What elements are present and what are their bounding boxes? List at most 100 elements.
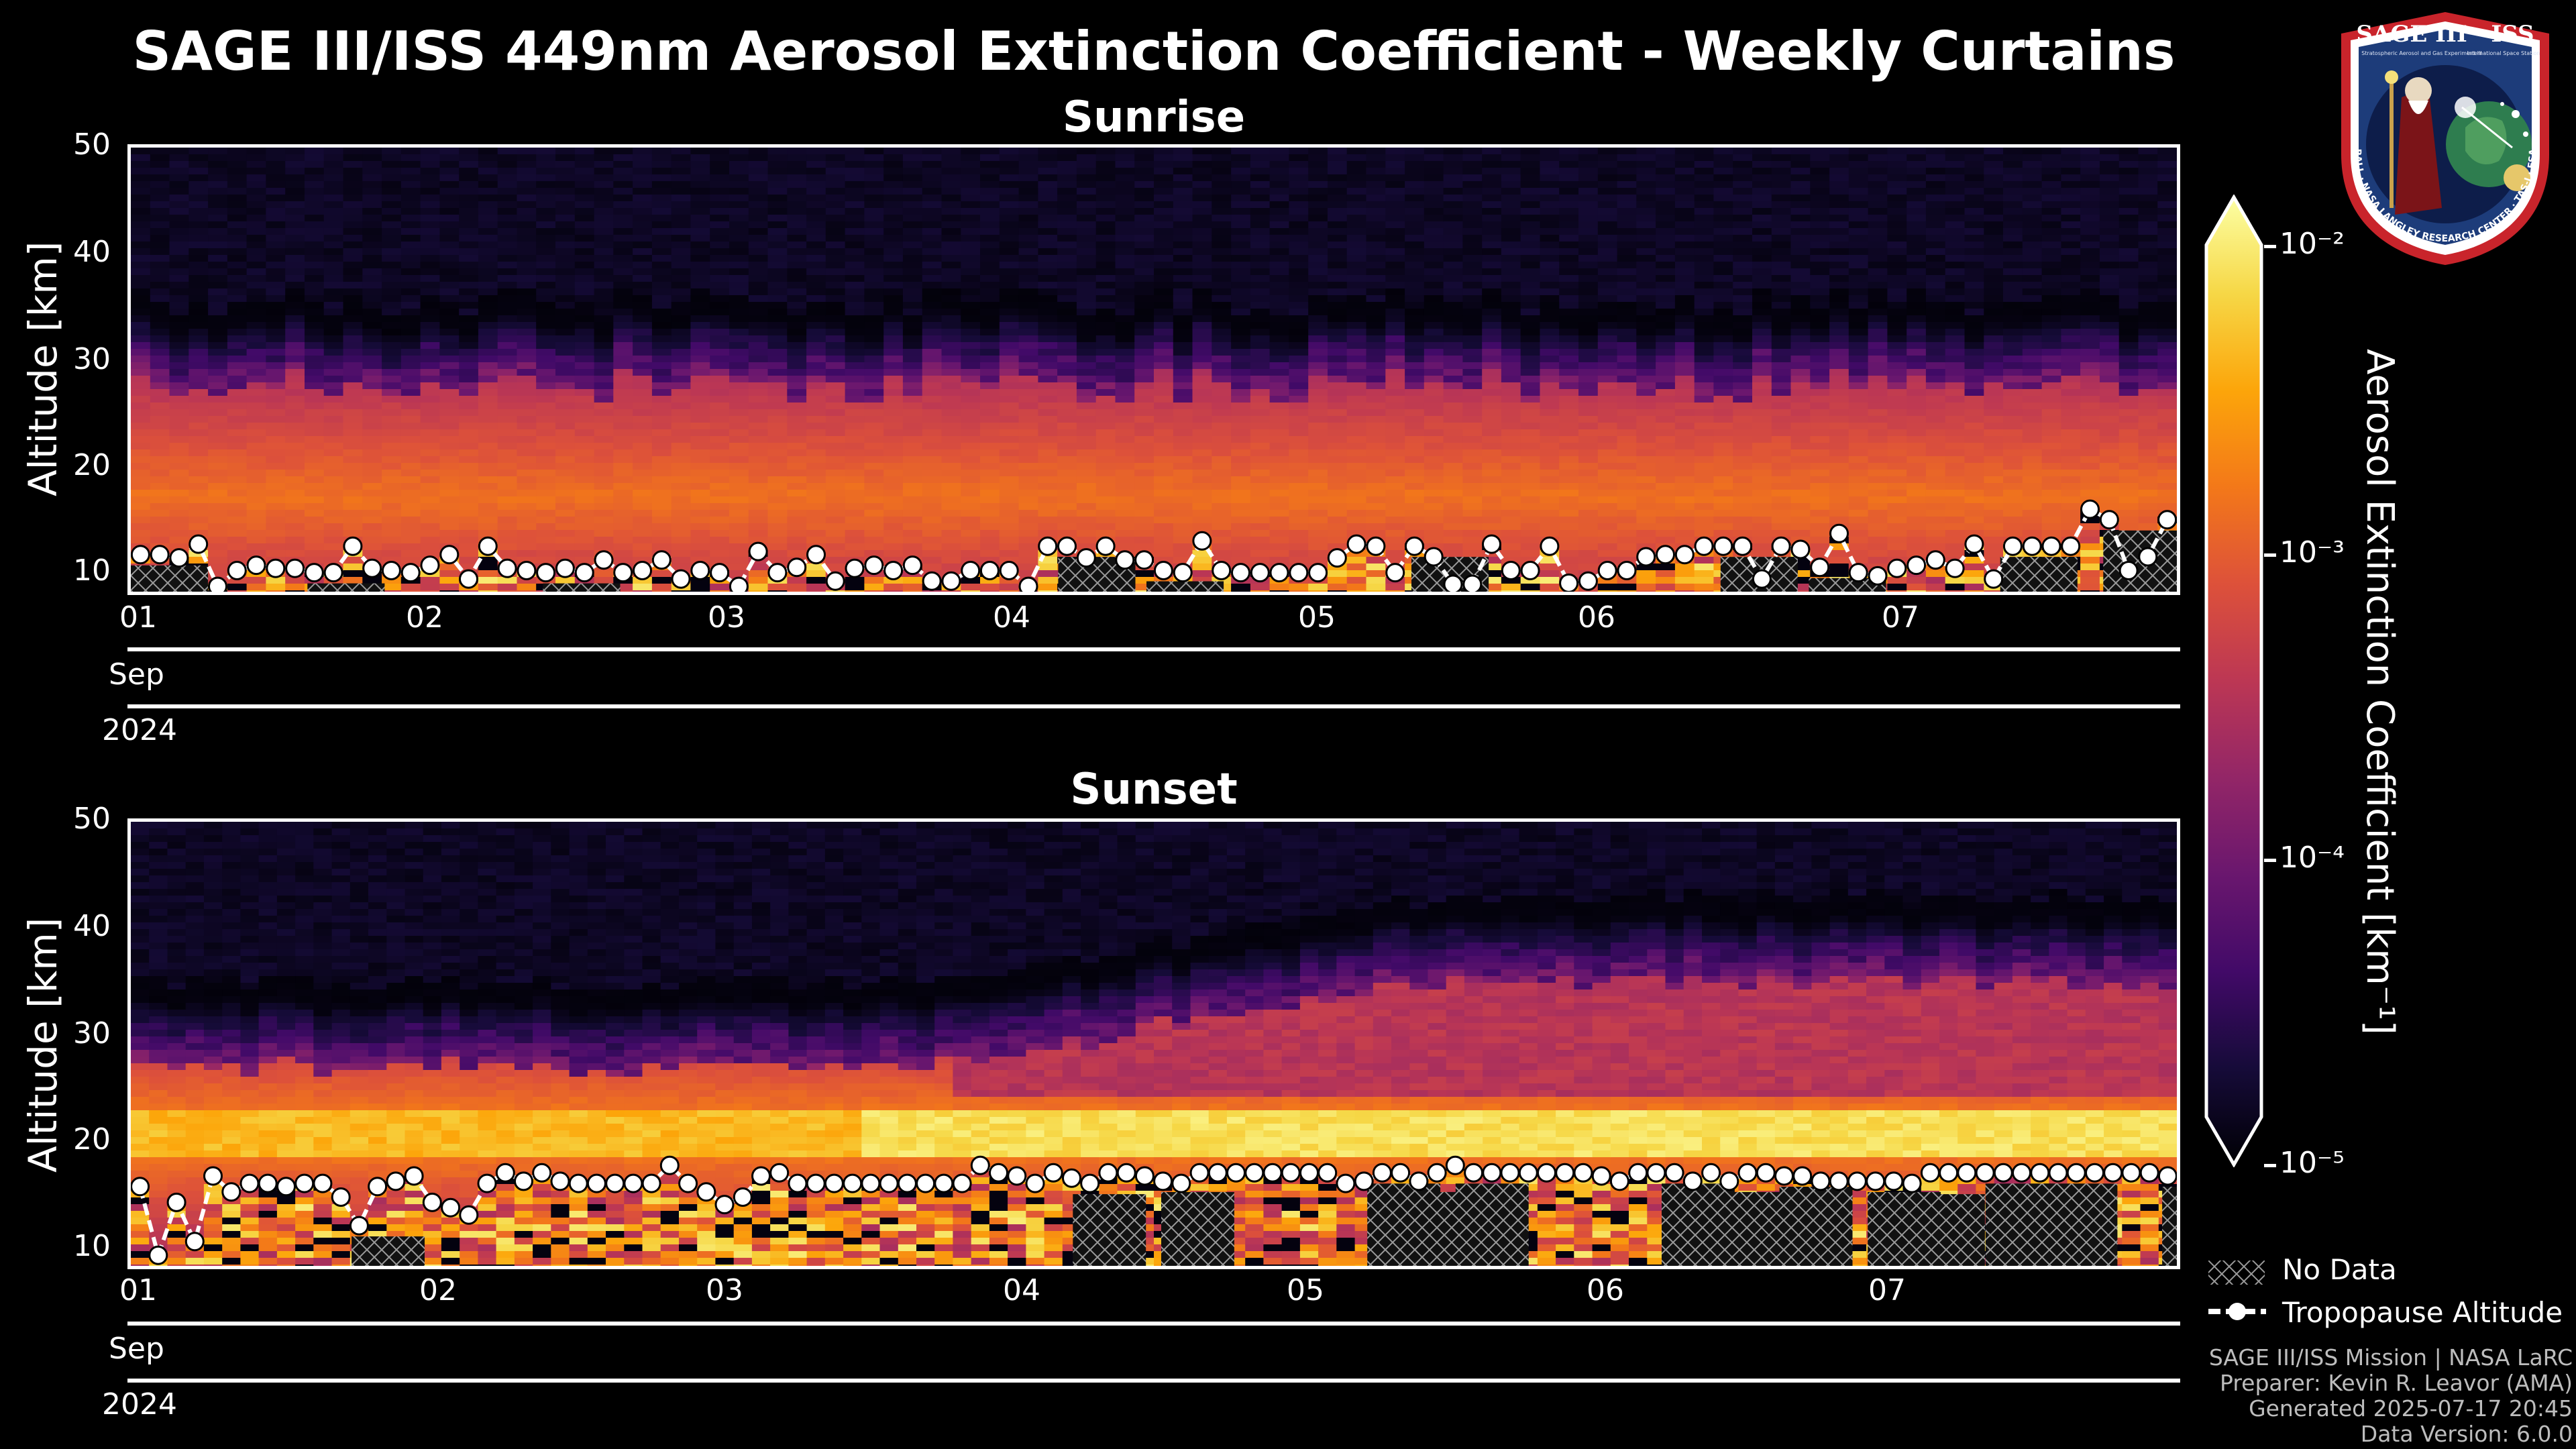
curtain-cell [1289, 221, 1309, 229]
curtain-cell [690, 349, 710, 356]
curtain-cell [748, 483, 769, 490]
curtain-cell [1462, 255, 1483, 262]
curtain-cell [1095, 188, 1116, 195]
curtain-cell [1520, 349, 1541, 356]
curtain-cell [883, 241, 904, 249]
curtain-cell [1559, 322, 1579, 329]
curtain-cell [169, 208, 190, 215]
curtain-cell [1405, 295, 1425, 303]
curtain-cell [710, 543, 730, 551]
curtain-cell [1095, 154, 1116, 162]
curtain-cell [305, 174, 325, 182]
curtain-cell [1443, 470, 1464, 477]
curtain-cell [690, 503, 710, 511]
curtain-cell [1269, 302, 1290, 309]
curtain-cell [150, 228, 170, 235]
curtain-cell [555, 456, 576, 464]
curtain-cell [980, 503, 1000, 511]
curtain-cell [400, 356, 421, 363]
curtain-cell [1501, 550, 1521, 557]
curtain-cell [825, 402, 846, 410]
curtain-cell [574, 362, 595, 370]
curtain-cell [1520, 235, 1541, 242]
curtain-cell [1366, 436, 1387, 443]
curtain-cell [1385, 215, 1405, 222]
curtain-cell [1520, 543, 1541, 551]
curtain-cell [246, 590, 267, 592]
curtain-cell [1095, 262, 1116, 269]
curtain-cell [651, 570, 672, 578]
curtain-cell [1115, 476, 1136, 484]
curtain-cell [1366, 248, 1387, 256]
curtain-cell [1501, 517, 1521, 524]
curtain-cell [806, 322, 826, 329]
curtain-cell [748, 523, 769, 531]
curtain-cell [1212, 215, 1232, 222]
curtain-cell [825, 215, 846, 222]
curtain-cell [169, 496, 190, 504]
curtain-cell [478, 309, 498, 316]
curtain-cell [382, 496, 402, 504]
curtain-cell [536, 174, 556, 182]
curtain-cell [1269, 423, 1290, 430]
curtain-cell [400, 510, 421, 517]
curtain-cell [1173, 376, 1193, 383]
curtain-cell [169, 429, 190, 437]
curtain-cell [864, 523, 884, 531]
curtain-cell [1405, 282, 1425, 289]
curtain-cell [1038, 416, 1058, 423]
curtain-cell [787, 362, 807, 370]
curtain-cell [1501, 168, 1521, 175]
curtain-cell [323, 550, 344, 557]
curtain-cell [806, 315, 826, 323]
curtain-cell [1173, 208, 1193, 215]
curtain-cell [1289, 309, 1309, 316]
curtain-cell [208, 295, 228, 303]
curtain-cell [1134, 248, 1155, 256]
curtain-cell [999, 208, 1020, 215]
curtain-cell [1154, 463, 1174, 470]
curtain-cell [1540, 168, 1560, 175]
curtain-cell [400, 295, 421, 303]
curtain-cell [806, 490, 826, 497]
curtain-cell [980, 168, 1000, 175]
curtain-cell [1212, 523, 1232, 531]
curtain-cell [961, 201, 981, 209]
curtain-cell [999, 436, 1020, 443]
curtain-cell [285, 255, 305, 262]
curtain-cell [478, 195, 498, 202]
curtain-cell [594, 329, 614, 336]
curtain-cell [1346, 282, 1367, 289]
curtain-cell [1520, 309, 1541, 316]
curtain-cell [1289, 416, 1309, 423]
curtain-cell [1540, 255, 1560, 262]
curtain-cell [1308, 369, 1328, 376]
curtain-cell [748, 409, 769, 417]
curtain-cell [613, 268, 633, 276]
curtain-cell [651, 382, 672, 390]
curtain-cell [1405, 530, 1425, 537]
curtain-cell [1134, 262, 1155, 269]
curtain-cell [864, 429, 884, 437]
curtain-cell [1231, 322, 1251, 329]
curtain-cell [1346, 564, 1367, 571]
curtain-cell [420, 288, 441, 296]
curtain-cell [961, 154, 981, 162]
curtain-cell [1134, 436, 1155, 443]
curtain-cell [1540, 275, 1560, 282]
curtain-cell [131, 288, 151, 296]
curtain-cell [767, 309, 788, 316]
curtain-cell [1385, 255, 1405, 262]
curtain-cell [497, 335, 518, 343]
curtain-cell [169, 449, 190, 457]
curtain-cell [1154, 537, 1174, 544]
curtain-cell [208, 168, 228, 175]
curtain-cell [1038, 248, 1058, 256]
curtain-cell [1134, 322, 1155, 329]
curtain-cell [1095, 174, 1116, 182]
curtain-cell [169, 275, 190, 282]
curtain-cell [806, 228, 826, 235]
curtain-cell [671, 208, 692, 215]
curtain-cell [343, 564, 364, 571]
curtain-cell [1154, 248, 1174, 256]
